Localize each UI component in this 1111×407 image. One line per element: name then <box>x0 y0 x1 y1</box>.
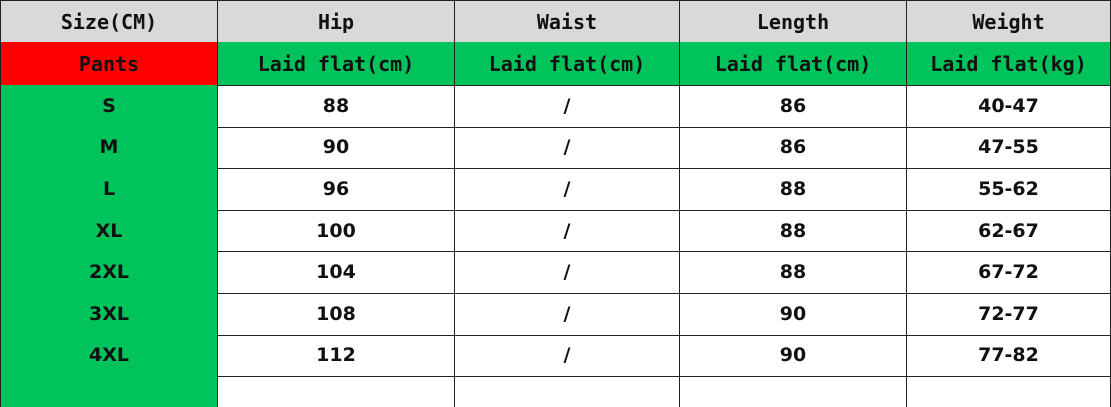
size-cell: 2XL <box>0 251 218 294</box>
value-cell: 72-77 <box>907 293 1111 336</box>
value-cell: 90 <box>218 126 455 170</box>
value-cell: / <box>455 293 680 336</box>
value-cell: 96 <box>218 168 455 211</box>
size-cell: S <box>0 85 218 128</box>
value-cell: 104 <box>218 251 455 294</box>
value-cell: 86 <box>680 126 907 170</box>
value-cell: 88 <box>680 209 907 253</box>
value-cell: / <box>455 168 680 211</box>
header-cell: Weight <box>907 0 1111 43</box>
value-cell: / <box>455 126 680 170</box>
header-cell: Waist <box>455 0 680 43</box>
empty-cell <box>218 376 455 407</box>
value-cell: 90 <box>680 334 907 378</box>
subheader-cell: Laid flat(kg) <box>907 42 1111 86</box>
subheader-cell: Pants <box>0 42 218 86</box>
value-cell: 90 <box>680 293 907 336</box>
value-cell: 112 <box>218 334 455 378</box>
empty-cell <box>680 376 907 407</box>
value-cell: 88 <box>680 168 907 211</box>
header-cell: Hip <box>218 0 455 43</box>
empty-cell <box>0 376 218 407</box>
size-cell: 3XL <box>0 293 218 336</box>
value-cell: / <box>455 85 680 128</box>
value-cell: 47-55 <box>907 126 1111 170</box>
value-cell: 40-47 <box>907 85 1111 128</box>
value-cell: 86 <box>680 85 907 128</box>
value-cell: 88 <box>680 251 907 294</box>
value-cell: 55-62 <box>907 168 1111 211</box>
value-cell: 100 <box>218 209 455 253</box>
empty-cell <box>455 376 680 407</box>
value-cell: 62-67 <box>907 209 1111 253</box>
empty-cell <box>907 376 1111 407</box>
value-cell: 88 <box>218 85 455 128</box>
value-cell: 67-72 <box>907 251 1111 294</box>
size-cell: 4XL <box>0 334 218 378</box>
size-cell: L <box>0 168 218 211</box>
header-cell: Length <box>680 0 907 43</box>
subheader-cell: Laid flat(cm) <box>680 42 907 86</box>
value-cell: 108 <box>218 293 455 336</box>
value-cell: 77-82 <box>907 334 1111 378</box>
value-cell: / <box>455 334 680 378</box>
value-cell: / <box>455 251 680 294</box>
subheader-cell: Laid flat(cm) <box>218 42 455 86</box>
size-cell: M <box>0 126 218 170</box>
value-cell: / <box>455 209 680 253</box>
header-cell: Size(CM) <box>0 0 218 43</box>
size-cell: XL <box>0 209 218 253</box>
subheader-cell: Laid flat(cm) <box>455 42 680 86</box>
